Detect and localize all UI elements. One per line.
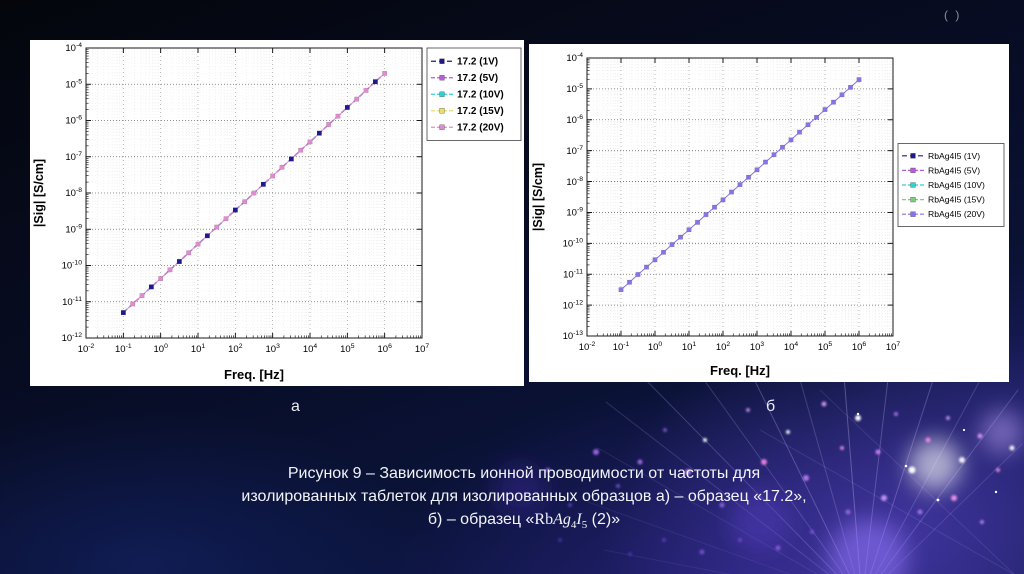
svg-text:17.2 (10V): 17.2 (10V): [457, 89, 504, 100]
svg-text:101: 101: [191, 343, 206, 355]
svg-text:17.2 (1V): 17.2 (1V): [457, 56, 498, 67]
svg-text:RbAg4I5 (5V): RbAg4I5 (5V): [928, 165, 980, 175]
svg-text:10-1: 10-1: [613, 341, 630, 353]
svg-text:17.2 (5V): 17.2 (5V): [457, 73, 498, 84]
svg-text:10-1: 10-1: [115, 343, 132, 355]
svg-text:10-5: 10-5: [566, 83, 583, 95]
svg-text:10-8: 10-8: [566, 176, 583, 188]
svg-text:101: 101: [682, 341, 697, 353]
svg-text:100: 100: [153, 343, 168, 355]
svg-text:10-13: 10-13: [563, 330, 584, 342]
caption-line-3-suffix: (2)»: [587, 511, 621, 528]
svg-text:|Sig| [S/cm]: |Sig| [S/cm]: [531, 163, 545, 231]
svg-text:10-6: 10-6: [566, 114, 583, 126]
svg-text:104: 104: [303, 343, 318, 355]
svg-text:10-4: 10-4: [65, 42, 82, 54]
svg-text:17.2 (15V): 17.2 (15V): [457, 106, 504, 117]
svg-text:107: 107: [886, 341, 901, 353]
svg-text:102: 102: [716, 341, 731, 353]
svg-text:107: 107: [415, 343, 430, 355]
chart-b-figure: 10-2 10-1 100 101 102 103 104 105 106 107 10-13 10-…: [529, 44, 1009, 382]
svg-text:100: 100: [648, 341, 663, 353]
formula-rb: Rb: [534, 511, 554, 528]
svg-text:RbAg4I5 (15V): RbAg4I5 (15V): [928, 195, 985, 205]
svg-text:10-5: 10-5: [65, 78, 82, 90]
svg-text:RbAg4I5 (10V): RbAg4I5 (10V): [928, 180, 985, 190]
svg-text:10-10: 10-10: [62, 260, 83, 272]
caption-line-1: Рисунок 9 – Зависимость ионной проводимо…: [287, 465, 761, 482]
svg-text:10-8: 10-8: [65, 187, 82, 199]
svg-text:10-9: 10-9: [65, 223, 82, 235]
chart-b-label: б: [766, 398, 776, 415]
svg-text:103: 103: [265, 343, 280, 355]
svg-text:103: 103: [750, 341, 765, 353]
svg-text:10-10: 10-10: [563, 238, 584, 250]
slide-artifact-text: ( ): [944, 8, 962, 22]
svg-text:RbAg4I5 (1V): RbAg4I5 (1V): [928, 151, 980, 161]
caption-line-3-prefix: б) – образец «: [427, 511, 535, 528]
svg-text:10-9: 10-9: [566, 207, 583, 219]
svg-text:17.2 (20V): 17.2 (20V): [457, 122, 504, 133]
svg-text:10-11: 10-11: [563, 268, 583, 280]
formula-sub5: 5: [581, 519, 588, 532]
svg-text:104: 104: [784, 341, 799, 353]
svg-text:10-4: 10-4: [566, 52, 583, 64]
svg-text:|Sig| [S/cm]: |Sig| [S/cm]: [32, 159, 46, 227]
svg-text:10-2: 10-2: [78, 343, 95, 355]
svg-text:10-7: 10-7: [65, 151, 82, 163]
svg-text:102: 102: [228, 343, 243, 355]
figure-caption: Рисунок 9 – Зависимость ионной проводимо…: [100, 462, 948, 537]
caption-line-2: изолированных таблеток для изолированных…: [241, 488, 807, 505]
chart-a-label: а: [291, 398, 300, 415]
svg-text:10-11: 10-11: [62, 296, 82, 308]
chart-a-panel: 10-2 10-1 100 101 102 103 104 105 106 107 10-12 10-…: [30, 40, 524, 386]
formula-sub4: 4: [570, 519, 577, 532]
formula-ag: Ag: [553, 511, 571, 528]
svg-text:10-7: 10-7: [566, 145, 583, 157]
caption-line-3: б) – образец «RbAg4I5 (2)»: [100, 508, 948, 537]
svg-text:Freq. [Hz]: Freq. [Hz]: [710, 363, 770, 378]
svg-text:106: 106: [377, 343, 392, 355]
svg-text:Freq. [Hz]: Freq. [Hz]: [224, 367, 284, 382]
svg-text:106: 106: [852, 341, 867, 353]
svg-text:10-12: 10-12: [563, 299, 584, 311]
svg-text:RbAg4I5 (20V): RbAg4I5 (20V): [928, 209, 985, 219]
svg-text:10-2: 10-2: [579, 341, 596, 353]
svg-text:105: 105: [340, 343, 355, 355]
chart-b-panel: 10-2 10-1 100 101 102 103 104 105 106 107 10-13 10-…: [529, 44, 1009, 382]
svg-text:105: 105: [818, 341, 833, 353]
svg-text:10-6: 10-6: [65, 115, 82, 127]
formula-i: I: [576, 511, 582, 528]
svg-text:10-12: 10-12: [62, 332, 83, 344]
chart-a-figure: 10-2 10-1 100 101 102 103 104 105 106 107 10-12 10-…: [30, 40, 524, 386]
